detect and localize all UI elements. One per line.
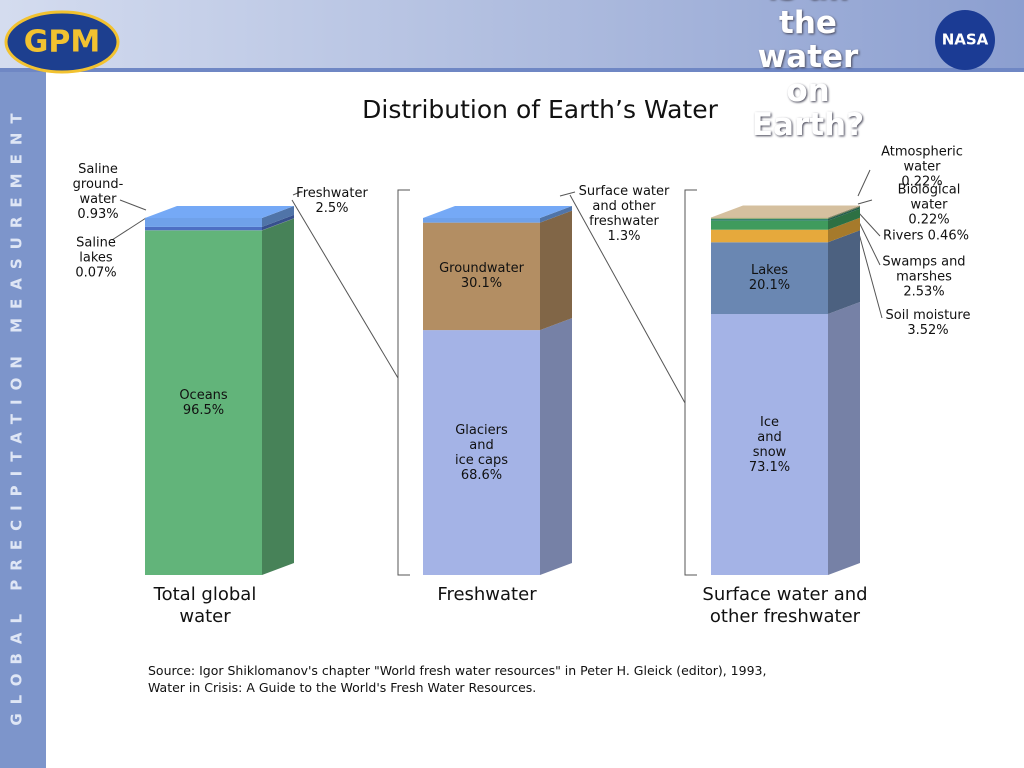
bar-side: [540, 206, 572, 223]
segment-name: Saline lakes: [76, 235, 116, 266]
bar-side: [828, 217, 860, 243]
segment-label: Saline lakes 0.07%: [75, 236, 116, 281]
bar-side: [828, 230, 860, 315]
value-label: 2.5%: [315, 201, 349, 216]
segment-name: Rivers: [883, 228, 924, 244]
bar-side: [828, 208, 860, 230]
nasa-logo: [935, 10, 995, 70]
header-band: [0, 0, 1024, 68]
sidebar: [0, 72, 46, 768]
bar-side: [828, 302, 860, 575]
bar-segment: [711, 242, 828, 315]
value-label: 3.52%: [907, 323, 949, 338]
bar-side: [262, 214, 294, 231]
value-label: 1.3%: [607, 229, 641, 244]
segment-name: Biological water: [897, 182, 961, 213]
bar-top: [423, 206, 572, 218]
bar-side: [828, 206, 860, 220]
bar-side: [262, 218, 294, 575]
value-label: 0.93%: [77, 207, 119, 222]
segment-label: Swamps and marshes 2.53%: [882, 255, 965, 300]
segment-name: Freshwater: [296, 186, 368, 201]
segment-name: Glaciers and ice caps: [454, 422, 509, 468]
bar-segment: [423, 222, 540, 331]
segment-name: Groundwater: [439, 261, 524, 277]
chart-title: Distribution of Earth’s Water: [362, 95, 718, 124]
x-tick-label: Freshwater: [437, 584, 537, 605]
segment-label: Surface water and other freshwater 1.3%: [579, 184, 670, 244]
segment-name: Oceans: [179, 387, 228, 403]
bar-segment: [145, 218, 262, 227]
bar-side: [540, 318, 572, 575]
bar-segment: [423, 218, 540, 223]
bar-segment: [711, 314, 828, 575]
bar-top: [145, 206, 294, 218]
value-label: 73.1%: [748, 459, 791, 475]
value-label: 2.53%: [903, 284, 945, 300]
slide-title: Where is all the water on Earth?: [751, 0, 865, 143]
bar-segment: [711, 220, 828, 230]
header-rule: [0, 68, 1024, 72]
connectors: [111, 169, 883, 576]
bar-side: [262, 218, 294, 231]
bar-segment: [711, 218, 828, 220]
segment-label: Saline ground- water 0.93%: [73, 162, 124, 222]
bar-segment: [145, 230, 262, 575]
bar-side: [828, 207, 860, 221]
bar-top: [711, 205, 860, 218]
logo-text: NASA: [941, 30, 989, 49]
bar-segment: [711, 217, 828, 219]
segment-label: Lakes 20.1%: [749, 263, 790, 293]
segment-name: Surface water and other freshwater: [578, 184, 670, 229]
bar-segment: [711, 229, 828, 243]
segment-label: Ice and snow 73.1%: [749, 415, 790, 475]
bar-side: [262, 206, 294, 227]
source-note: Source: Igor Shiklomanov's chapter "Worl…: [148, 663, 767, 695]
sidebar-text: GLOBAL PRECIPITATION MEASUREMENT: [7, 104, 26, 726]
segment-label: Groundwater 30.1%: [439, 261, 524, 291]
value-label: 20.1%: [748, 278, 791, 294]
segment-label: Atmospheric water 0.22%: [871, 145, 973, 190]
value-label: 0.46%: [927, 228, 969, 244]
value-label: 0.07%: [75, 265, 117, 281]
segment-name: Soil moisture: [885, 308, 971, 323]
segment-label: Biological water 0.22%: [882, 183, 977, 228]
bar-segment: [423, 330, 540, 575]
segment-label: Freshwater 2.5%: [296, 186, 368, 216]
segment-label: Soil moisture 3.52%: [886, 308, 971, 338]
segment-name: Lakes: [750, 263, 789, 279]
logo-text: GPM: [23, 24, 101, 60]
x-tick-label: Total global water: [153, 584, 257, 627]
gpm-logo: [4, 10, 120, 74]
segment-label: Rivers 0.46%: [883, 229, 969, 244]
segment-label: Glaciers and ice caps 68.6%: [455, 423, 508, 483]
value-label: 30.1%: [460, 276, 503, 292]
value-label: 0.22%: [908, 212, 950, 228]
bar-side: [828, 205, 860, 219]
bar-side: [540, 210, 572, 331]
segment-label: Oceans 96.5%: [179, 388, 227, 418]
value-label: 96.5%: [182, 402, 225, 418]
segment-name: Swamps and marshes: [882, 254, 966, 285]
segment-name: Saline ground- water: [72, 162, 124, 207]
segment-name: Ice and snow: [752, 414, 787, 460]
segment-name: Atmospheric water: [881, 144, 963, 175]
bar-segment: [711, 219, 828, 221]
x-tick-label: Surface water and other freshwater: [702, 584, 868, 627]
bar-segment: [145, 226, 262, 231]
value-label: 0.22%: [901, 174, 943, 190]
value-label: 68.6%: [460, 467, 503, 483]
